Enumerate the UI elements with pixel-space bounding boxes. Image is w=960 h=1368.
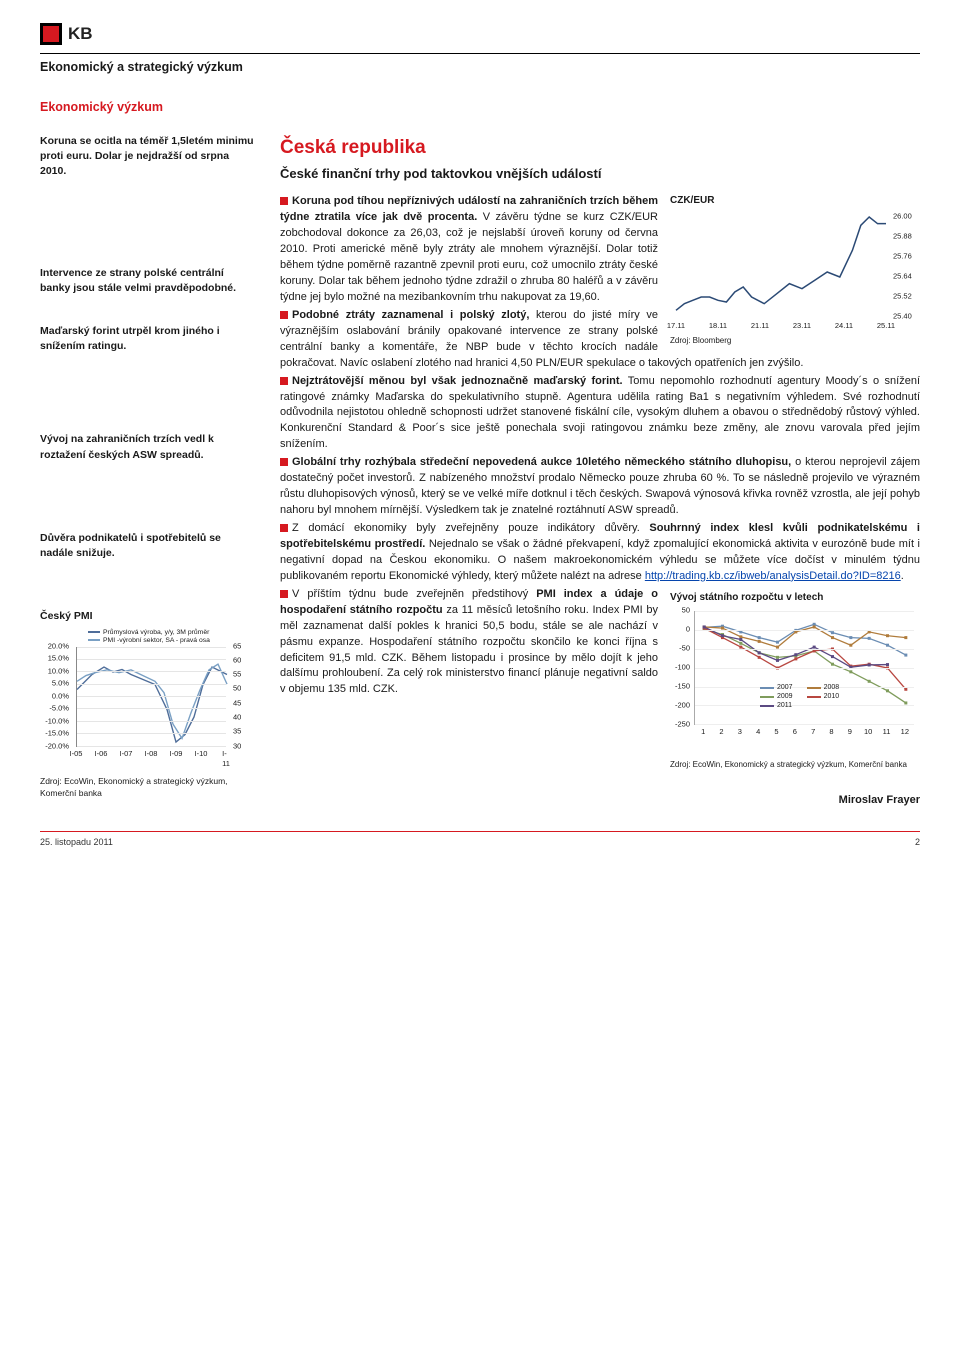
budget-chart-title: Vývoj státního rozpočtu v letech — [670, 591, 920, 606]
page-footer: 25. listopadu 2011 2 — [40, 832, 920, 849]
header-subtitle: Ekonomický výzkum — [40, 98, 920, 116]
footer-date: 25. listopadu 2011 — [40, 836, 113, 849]
article-title: Česká republika — [280, 134, 920, 162]
logo-block: KB — [40, 22, 920, 47]
paragraph-5: Z domácí ekonomiky byly zveřejněny pouze… — [280, 521, 920, 585]
header-title: Ekonomický a strategický výzkum — [40, 58, 920, 76]
paragraph-3: Nejztrátovější měnou byl však jednoznačn… — [280, 374, 920, 454]
pmi-chart-source: Zdroj: EcoWin, Ekonomický a strategický … — [40, 775, 254, 800]
kb-logo-icon — [40, 23, 62, 45]
sidebar-note-0: Koruna se ocitla na téměř 1,5letém minim… — [40, 134, 254, 180]
logo-text: KB — [68, 22, 93, 47]
czk-chart-source: Zdroj: Bloomberg — [670, 335, 731, 347]
sidebar-note-3: Vývoj na zahraničních trzích vedl k rozt… — [40, 432, 254, 462]
sidebar: Koruna se ocitla na téměř 1,5letém minim… — [40, 134, 254, 809]
footer-page: 2 — [915, 836, 920, 849]
pmi-legend: Průmyslová výroba, y/y, 3M průměr PMI -v… — [88, 629, 210, 646]
report-link[interactable]: http://trading.kb.cz/ibweb/analysisDetai… — [645, 570, 901, 582]
sidebar-note-4: Důvěra podnikatelů i spotřebitelů se nad… — [40, 531, 254, 561]
czk-chart-block: CZK/EUR 26.0025.8825.7625.6425.5225.40 1… — [670, 194, 920, 339]
budget-chart-source: Zdroj: EcoWin, Ekonomický a strategický … — [670, 759, 920, 771]
paragraph-4: Globální trhy rozhýbala středeční nepove… — [280, 455, 920, 519]
czk-chart-title: CZK/EUR — [670, 194, 920, 209]
pmi-chart: Průmyslová výroba, y/y, 3M průměr PMI -v… — [40, 629, 254, 769]
author-name: Miroslav Frayer — [280, 793, 920, 809]
budget-chart-block: Vývoj státního rozpočtu v letech 500-50-… — [670, 591, 920, 771]
budget-chart: 500-50-100-150-200-250 123456789101112 2… — [670, 607, 920, 755]
budget-legend: 20072008200920102011 — [760, 683, 839, 710]
pmi-chart-title: Český PMI — [40, 609, 254, 624]
sidebar-note-2: Maďarský forint utrpěl krom jiného i sní… — [40, 324, 254, 354]
article-subtitle: České finanční trhy pod taktovkou vnější… — [280, 165, 920, 184]
czk-eur-chart: 26.0025.8825.7625.6425.5225.40 17.1118.1… — [670, 211, 920, 339]
sidebar-note-1: Intervence ze strany polské centrální ba… — [40, 266, 254, 296]
main-content: Česká republika České finanční trhy pod … — [280, 134, 920, 809]
